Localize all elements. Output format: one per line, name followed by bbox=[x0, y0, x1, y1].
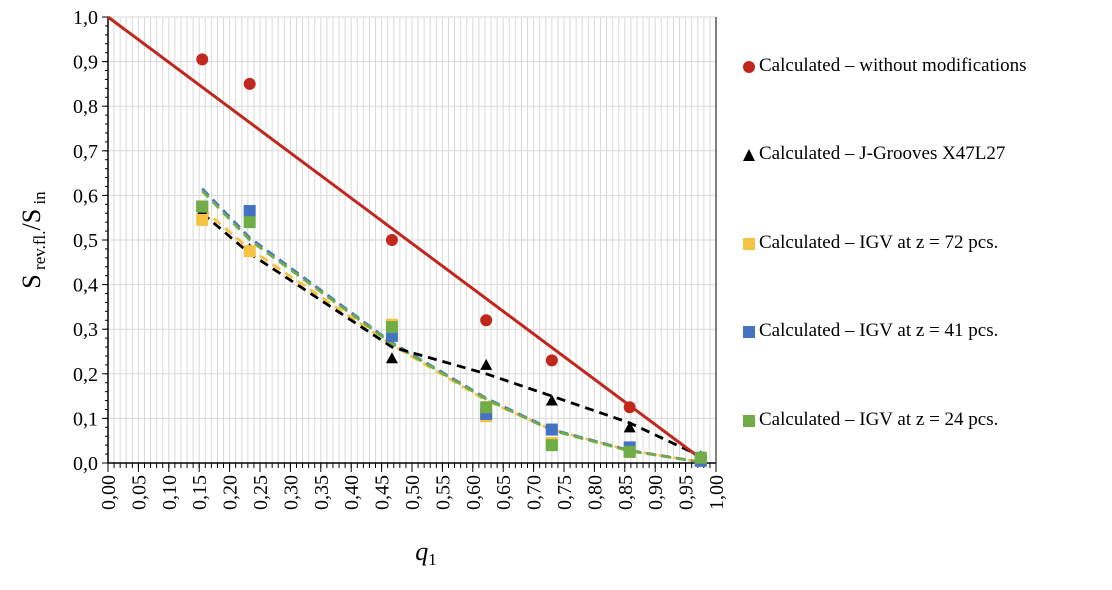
legend-item-igv-41: Calculated – IGV at z = 41 pcs. bbox=[742, 320, 998, 342]
data-point-square bbox=[694, 451, 707, 464]
x-tick-label: 1,00 bbox=[706, 475, 728, 510]
y-tick-label: 0,2 bbox=[73, 364, 98, 386]
x-tick-label: 0,05 bbox=[128, 475, 150, 510]
legend-item-without-modifications: Calculated – without modifications bbox=[742, 55, 1027, 77]
y-tick-label: 0,6 bbox=[73, 185, 98, 207]
data-point-circle bbox=[243, 77, 256, 90]
y-tick-label: 0,0 bbox=[73, 453, 98, 475]
x-tick-label: 0,00 bbox=[98, 475, 120, 510]
x-axis-title: q1 bbox=[415, 537, 437, 569]
data-point-square bbox=[623, 445, 636, 458]
trend-line bbox=[107, 15, 702, 460]
x-tick-label: 0,80 bbox=[584, 475, 606, 510]
legend-square-marker bbox=[743, 325, 755, 338]
y-tick-label: 0,5 bbox=[73, 230, 98, 252]
data-point-circle bbox=[480, 314, 493, 327]
legend-label: Calculated – without modifications bbox=[759, 55, 1027, 76]
data-point-square bbox=[480, 401, 493, 414]
x-tick-label: 0,70 bbox=[524, 475, 546, 510]
legend-circle-marker bbox=[743, 60, 755, 73]
x-tick-label: 0,15 bbox=[189, 475, 211, 510]
data-point-square bbox=[545, 423, 558, 436]
x-tick-label: 0,25 bbox=[250, 475, 272, 510]
legend-label: Calculated – IGV at z = 72 pcs. bbox=[759, 232, 999, 253]
x-tick-label: 0,65 bbox=[493, 475, 515, 510]
data-point-circle bbox=[385, 234, 398, 246]
x-tick-label: 0,60 bbox=[463, 475, 485, 510]
data-point-square bbox=[243, 245, 256, 258]
y-tick-label: 0,4 bbox=[73, 275, 98, 297]
legend-label: Calculated – IGV at z = 41 pcs. bbox=[759, 320, 999, 341]
x-tick-label: 0,45 bbox=[372, 475, 394, 510]
x-tick-label: 0,50 bbox=[402, 475, 424, 510]
axes bbox=[102, 16, 717, 472]
data-point-circle bbox=[545, 354, 558, 367]
x-tick-label: 0,55 bbox=[432, 475, 454, 510]
legend-item-igv-24: Calculated – IGV at z = 24 pcs. bbox=[742, 409, 998, 431]
y-tick-label: 0,7 bbox=[73, 141, 98, 163]
data-point-square bbox=[545, 439, 558, 452]
tick-labels: 0,0 0,1 0,2 0,3 0,4 0,5 0,6 0,7 0,8 0,9 1,0 0,00 0,0… bbox=[73, 7, 728, 510]
grid bbox=[107, 16, 717, 464]
data-point-triangle bbox=[480, 358, 493, 370]
x-tick-label: 0,20 bbox=[220, 475, 242, 510]
x-tick-label: 0,35 bbox=[311, 475, 333, 510]
data-point-square bbox=[196, 213, 209, 226]
x-tick-label: 0,85 bbox=[615, 475, 637, 510]
legend-label: Calculated – J-Grooves X47L27 bbox=[759, 143, 1006, 164]
y-tick-label: 0,8 bbox=[73, 96, 98, 118]
x-tick-label: 0,75 bbox=[554, 475, 576, 510]
data-point-square bbox=[243, 205, 256, 218]
x-tick-label: 0,90 bbox=[645, 475, 667, 510]
legend-triangle-marker bbox=[743, 148, 755, 161]
x-tick-label: 0,30 bbox=[280, 475, 302, 510]
y-tick-label: 0,1 bbox=[73, 408, 98, 430]
data-point-square bbox=[385, 320, 398, 333]
y-tick-label: 0,3 bbox=[73, 319, 98, 341]
data-point-triangle bbox=[545, 394, 558, 406]
y-tick-label: 1,0 bbox=[73, 7, 98, 29]
data-point-square bbox=[196, 200, 209, 213]
legend-item-igv-72: Calculated – IGV at z = 72 pcs. bbox=[742, 232, 998, 254]
y-axis-title: S rev.fl./S in bbox=[17, 191, 49, 289]
x-tick-label: 0,40 bbox=[341, 475, 363, 510]
trend-line bbox=[201, 189, 702, 464]
legend-square-marker bbox=[743, 237, 755, 250]
legend-item-j-grooves: Calculated – J-Grooves X47L27 bbox=[742, 143, 1005, 165]
trend-line bbox=[201, 187, 702, 464]
data-point-square bbox=[243, 216, 256, 229]
x-tick-label: 0,10 bbox=[159, 475, 181, 510]
data-points bbox=[196, 53, 707, 467]
data-point-triangle bbox=[385, 352, 398, 364]
data-point-circle bbox=[196, 53, 209, 66]
legend-label: Calculated – IGV at z = 24 pcs. bbox=[759, 409, 999, 430]
legend-square-marker bbox=[743, 414, 755, 427]
trend-line bbox=[201, 207, 702, 464]
y-tick-label: 0,9 bbox=[73, 52, 98, 74]
trend-line bbox=[201, 212, 702, 458]
x-tick-label: 0,95 bbox=[676, 475, 698, 510]
data-point-circle bbox=[623, 401, 636, 414]
data-point-triangle bbox=[623, 421, 636, 433]
